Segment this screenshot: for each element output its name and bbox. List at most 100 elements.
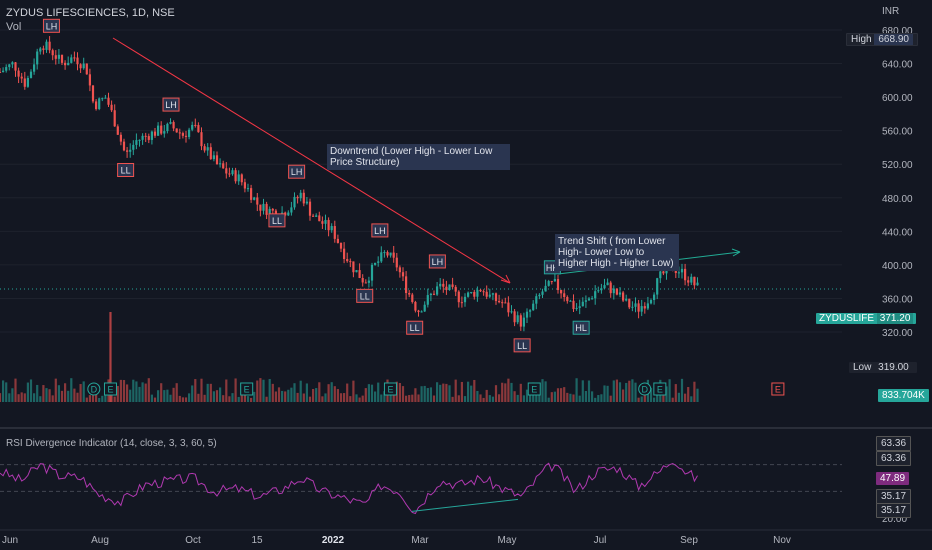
- earnings-marker: [240, 382, 254, 396]
- candle-body: [253, 197, 256, 200]
- candle-body: [529, 310, 532, 312]
- candle-body: [494, 293, 498, 302]
- candle-body: [488, 294, 491, 297]
- candle-body: [57, 54, 60, 59]
- candle-body: [448, 284, 451, 291]
- price-tick-label: 520.00: [882, 160, 913, 171]
- volume-bar: [525, 389, 529, 402]
- volume-bar: [389, 391, 392, 402]
- rsi-indicator-title[interactable]: RSI Divergence Indicator (14, close, 3, …: [6, 438, 217, 449]
- candle-body: [690, 276, 693, 283]
- candle-body: [628, 298, 631, 308]
- volume-bar: [209, 383, 212, 402]
- volume-bar: [122, 380, 126, 402]
- candle-body: [321, 221, 324, 224]
- volume-bar: [339, 393, 343, 402]
- candle-body: [98, 98, 101, 110]
- volume-bar: [243, 393, 246, 402]
- volume-bar: [569, 393, 572, 402]
- volume-bar: [479, 394, 482, 402]
- price-tick-label: 560.00: [882, 127, 913, 138]
- volume-bar: [693, 381, 696, 402]
- candle-body: [634, 303, 637, 307]
- candle-body: [169, 122, 172, 124]
- volume-bar: [45, 388, 48, 402]
- time-tick-label: Jul: [594, 535, 607, 546]
- candle-body: [618, 292, 622, 295]
- candle-body: [476, 289, 479, 297]
- volume-bar: [603, 385, 606, 402]
- time-tick-label: Nov: [773, 535, 791, 546]
- volume-bar: [48, 389, 51, 402]
- volume-bar: [287, 389, 290, 402]
- candle-body: [2, 70, 5, 73]
- candle-body: [262, 203, 265, 211]
- candle-body: [498, 301, 501, 303]
- volume-bar: [327, 384, 330, 402]
- volume-bar: [116, 385, 119, 402]
- earnings-marker: [103, 382, 117, 396]
- candle-body: [228, 173, 231, 175]
- candle-body: [70, 57, 73, 63]
- candle-body: [581, 301, 584, 307]
- volume-bar: [200, 378, 203, 402]
- last-price-value: 371.20: [876, 313, 914, 324]
- volume-bar: [436, 382, 439, 402]
- candle-body: [172, 122, 175, 129]
- volume-bar: [293, 383, 296, 402]
- candle-body: [48, 41, 51, 51]
- event-marker-label: E: [244, 385, 250, 395]
- candle-body: [73, 57, 76, 59]
- volume-bar: [473, 379, 476, 402]
- candle-body: [566, 296, 569, 302]
- candle-body: [222, 163, 225, 169]
- candle-body: [237, 174, 240, 182]
- downtrend-annotation[interactable]: Downtrend (Lower High - Lower Low Price …: [327, 144, 510, 170]
- volume-bar: [380, 394, 383, 402]
- volume-tag: 833.704K: [878, 389, 929, 402]
- candle-body: [606, 282, 609, 286]
- candle-body: [91, 85, 95, 102]
- candle-body: [463, 296, 467, 303]
- volume-bar: [625, 382, 628, 402]
- candle-body: [522, 317, 525, 327]
- volume-spike: [109, 312, 112, 402]
- volume-bar: [361, 395, 364, 402]
- candle-body: [225, 168, 228, 174]
- swing-label-box: [162, 97, 180, 112]
- candle-body: [132, 144, 135, 150]
- volume-bar: [129, 389, 132, 402]
- time-tick-label: Aug: [91, 535, 109, 546]
- volume-bar: [457, 395, 460, 402]
- rsi-divergence-line: [411, 498, 519, 512]
- swing-label: LH: [374, 226, 386, 236]
- candle-body: [178, 132, 181, 134]
- volume-bar: [197, 393, 200, 402]
- candle-body: [82, 63, 85, 69]
- candle-body: [327, 219, 330, 231]
- swing-label-box: [268, 213, 286, 228]
- volume-bar: [622, 389, 625, 402]
- swing-label: LH: [291, 167, 303, 177]
- swing-label: HH: [546, 263, 559, 273]
- volume-bar: [178, 395, 181, 402]
- volume-bar: [482, 397, 485, 402]
- candle-body: [191, 124, 194, 130]
- rsi-tag-upper-1: 63.36: [876, 436, 912, 451]
- candle-body: [315, 215, 318, 217]
- volume-bar: [150, 394, 153, 402]
- trendshift-annotation[interactable]: Trend Shift ( from Lower High- Lower Low…: [555, 234, 679, 271]
- candle-body: [569, 300, 572, 302]
- candle-body: [544, 285, 547, 292]
- volume-bar: [550, 392, 553, 402]
- candle-body: [649, 300, 653, 304]
- candle-body: [271, 208, 274, 211]
- candle-body: [479, 289, 482, 292]
- volume-bar: [163, 390, 166, 402]
- volume-bar: [253, 391, 256, 402]
- volume-bar: [637, 397, 640, 402]
- candle-body: [122, 141, 126, 151]
- volume-bar: [352, 380, 355, 402]
- candle-body: [219, 163, 222, 165]
- candle-body: [405, 276, 408, 294]
